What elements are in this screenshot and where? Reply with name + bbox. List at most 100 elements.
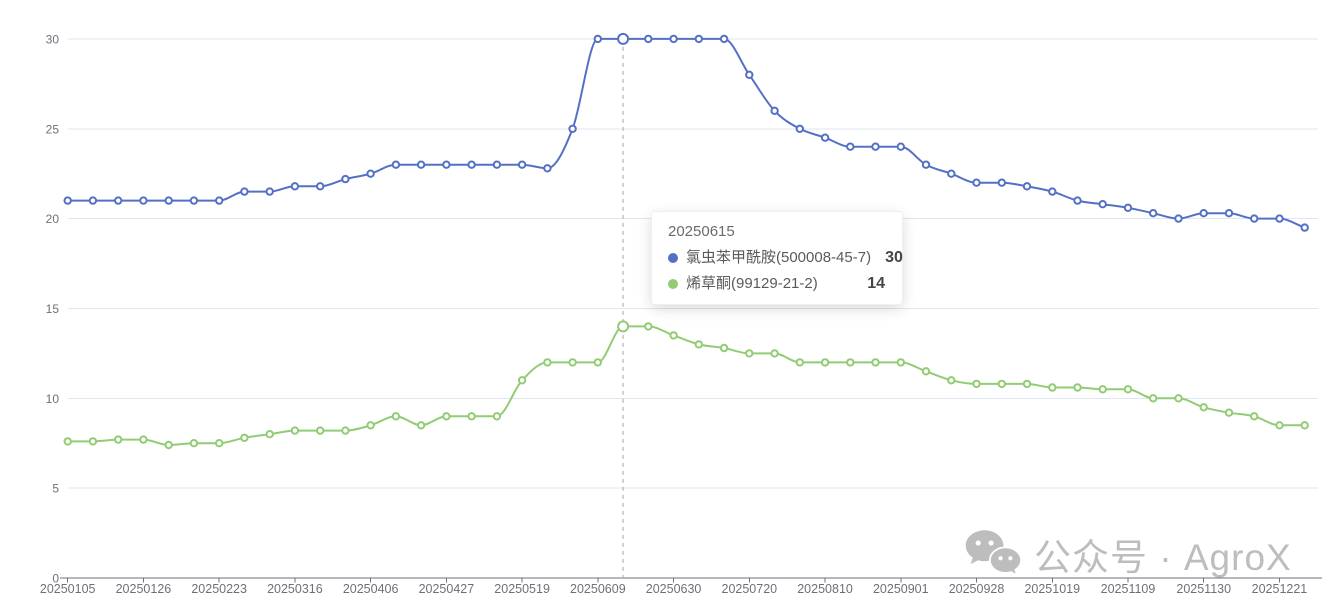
highlighted-point-1 bbox=[617, 320, 630, 333]
data-point bbox=[1149, 394, 1158, 403]
data-point bbox=[770, 349, 779, 358]
tooltip-series-value: 30 bbox=[885, 249, 903, 266]
data-point bbox=[820, 133, 830, 142]
data-point bbox=[896, 358, 905, 367]
data-point bbox=[1048, 383, 1057, 392]
x-tick-label: 20250720 bbox=[722, 582, 778, 596]
data-point bbox=[593, 358, 602, 367]
data-point bbox=[416, 421, 426, 430]
data-point bbox=[1123, 385, 1133, 394]
data-point bbox=[215, 196, 224, 205]
svg-text:0: 0 bbox=[52, 572, 59, 586]
x-tick-label: 20250609 bbox=[570, 582, 626, 596]
tooltip-row: 氯虫苯甲酰胺(500008-45-7) 30 bbox=[668, 248, 903, 268]
data-point bbox=[644, 34, 653, 44]
svg-text:20: 20 bbox=[46, 212, 60, 226]
data-point bbox=[341, 174, 350, 184]
series-line-0[interactable] bbox=[66, 37, 1306, 229]
x-tick-label: 20251130 bbox=[1176, 582, 1231, 596]
data-point bbox=[593, 34, 602, 44]
data-point bbox=[820, 358, 830, 367]
data-point bbox=[669, 331, 678, 340]
data-point bbox=[795, 124, 804, 134]
data-point bbox=[795, 358, 804, 367]
data-point bbox=[215, 439, 224, 448]
data-point bbox=[719, 34, 729, 44]
data-point bbox=[1199, 209, 1208, 218]
data-point bbox=[139, 196, 148, 205]
data-point bbox=[694, 340, 703, 349]
svg-text:15: 15 bbox=[46, 302, 60, 316]
data-point bbox=[442, 412, 451, 421]
series-markers-1[interactable] bbox=[63, 320, 1309, 450]
data-point bbox=[517, 376, 527, 385]
data-point bbox=[467, 160, 476, 169]
svg-text:5: 5 bbox=[52, 482, 59, 496]
data-point bbox=[896, 142, 905, 151]
data-point bbox=[1073, 383, 1082, 392]
data-point bbox=[543, 358, 552, 367]
data-point bbox=[644, 322, 653, 331]
data-point bbox=[316, 426, 325, 435]
x-tick-label: 20250928 bbox=[949, 582, 1005, 596]
data-point bbox=[88, 196, 98, 205]
data-point bbox=[719, 343, 729, 353]
data-point bbox=[568, 124, 577, 134]
series-markers-0[interactable] bbox=[63, 32, 1309, 232]
data-point bbox=[947, 376, 956, 385]
data-point bbox=[63, 437, 72, 446]
data-point bbox=[114, 196, 123, 205]
data-point bbox=[543, 164, 552, 173]
x-tick-label: 20250519 bbox=[494, 582, 550, 596]
tooltip-series-value: 14 bbox=[867, 275, 885, 292]
watermark: 公众号 · AgroX bbox=[964, 524, 1292, 584]
data-point bbox=[1073, 196, 1082, 205]
data-point bbox=[416, 160, 426, 169]
data-point bbox=[290, 182, 300, 191]
data-point bbox=[492, 412, 502, 421]
x-tick-label: 20250223 bbox=[191, 582, 247, 596]
tooltip-row: 烯草酮(99129-21-2) 14 bbox=[668, 274, 885, 294]
data-point bbox=[265, 430, 274, 439]
data-point bbox=[1300, 223, 1309, 232]
data-point bbox=[164, 196, 173, 205]
data-point bbox=[1123, 203, 1133, 213]
data-point bbox=[921, 367, 931, 376]
tooltip-date: 20250615 bbox=[668, 223, 735, 240]
data-point bbox=[265, 187, 274, 196]
data-point bbox=[1275, 421, 1284, 430]
data-point bbox=[316, 182, 325, 191]
data-point bbox=[1098, 200, 1107, 209]
data-point bbox=[467, 412, 476, 421]
data-point bbox=[1022, 379, 1032, 389]
svg-text:25: 25 bbox=[46, 122, 60, 136]
x-tick-label: 20251019 bbox=[1024, 582, 1080, 596]
data-point bbox=[517, 160, 527, 169]
data-point bbox=[366, 169, 375, 178]
svg-text:30: 30 bbox=[46, 32, 60, 46]
x-axis-labels: 20250105 20250126 20250223 20250316 20250406… bbox=[40, 582, 1307, 596]
data-point bbox=[871, 142, 880, 151]
highlighted-point-0 bbox=[617, 32, 630, 45]
data-point bbox=[189, 439, 199, 448]
svg-text:10: 10 bbox=[46, 392, 60, 406]
data-point bbox=[88, 437, 98, 446]
data-point bbox=[114, 435, 123, 444]
data-point bbox=[1199, 403, 1208, 412]
series-line-1[interactable] bbox=[66, 325, 1306, 446]
data-point bbox=[290, 426, 300, 435]
series-dot-icon bbox=[668, 279, 678, 289]
data-point bbox=[240, 187, 249, 196]
x-tick-label: 20250316 bbox=[267, 582, 323, 596]
data-point bbox=[1250, 214, 1259, 223]
data-point bbox=[492, 160, 502, 169]
data-point bbox=[997, 379, 1006, 389]
data-point bbox=[694, 34, 703, 44]
tooltip-series-label: 氯虫苯甲酰胺(500008-45-7) bbox=[686, 249, 872, 266]
x-tick-label: 20250901 bbox=[873, 582, 929, 596]
data-point bbox=[1250, 412, 1259, 421]
chart-tooltip: 20250615 氯虫苯甲酰胺(500008-45-7) 30 烯草酮(9912… bbox=[651, 211, 903, 305]
x-tick-label: 20250427 bbox=[419, 582, 475, 596]
